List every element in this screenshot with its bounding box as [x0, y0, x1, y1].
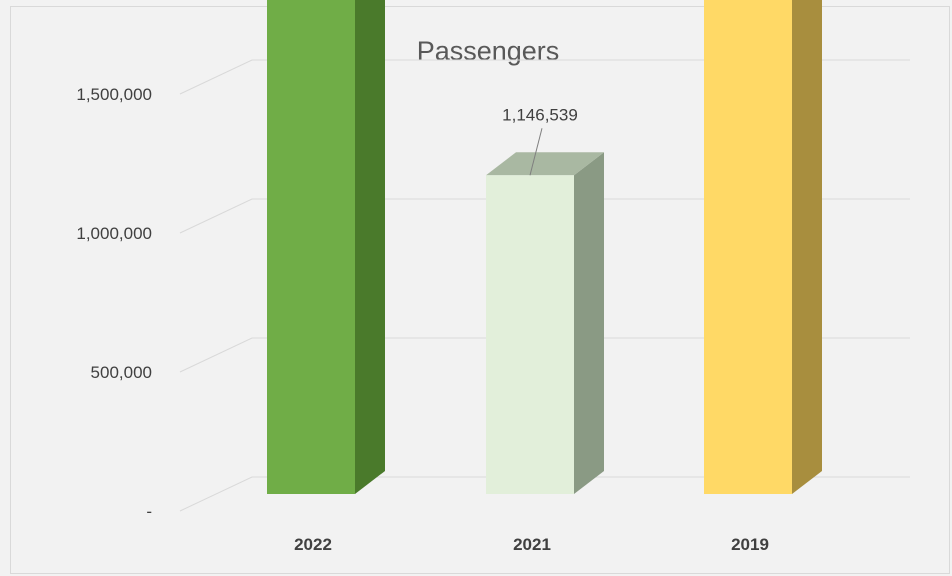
y-tick-label: 1,500,000 [76, 85, 152, 104]
x-axis-tick-labels: 2022 2021 2019 [294, 535, 769, 554]
x-tick-label: 2021 [513, 535, 551, 554]
gridline [179, 476, 910, 512]
data-label-leader [529, 128, 543, 176]
bar-front-face [486, 175, 574, 495]
bar-top-face [486, 152, 604, 176]
data-label: 1,146,539 [502, 105, 578, 124]
bar-2019 [704, 0, 822, 495]
x-tick-label: 2019 [731, 535, 769, 554]
bar-front-face [267, 0, 355, 495]
gridline [179, 198, 910, 234]
chart-title: Passengers [417, 36, 560, 66]
bars [267, 0, 822, 495]
y-tick-label: 1,000,000 [76, 224, 152, 243]
bar-side-face [574, 152, 604, 495]
gridlines [179, 59, 910, 512]
bar-side-face [355, 0, 385, 494]
y-tick-label: 500,000 [91, 363, 152, 382]
y-axis-tick-labels: -500,0001,000,0001,500,0002,000,0002,500… [76, 85, 152, 521]
y-tick-label: - [146, 502, 152, 521]
bar-2022 [267, 0, 385, 495]
data-labels: 1,993,7341,146,5392,320,885 [502, 105, 578, 176]
gridline [179, 337, 910, 373]
gridline [179, 59, 910, 95]
bar-side-face [792, 0, 822, 494]
bar-2021 [486, 152, 604, 495]
x-tick-label: 2022 [294, 535, 332, 554]
bar-front-face [704, 0, 792, 495]
